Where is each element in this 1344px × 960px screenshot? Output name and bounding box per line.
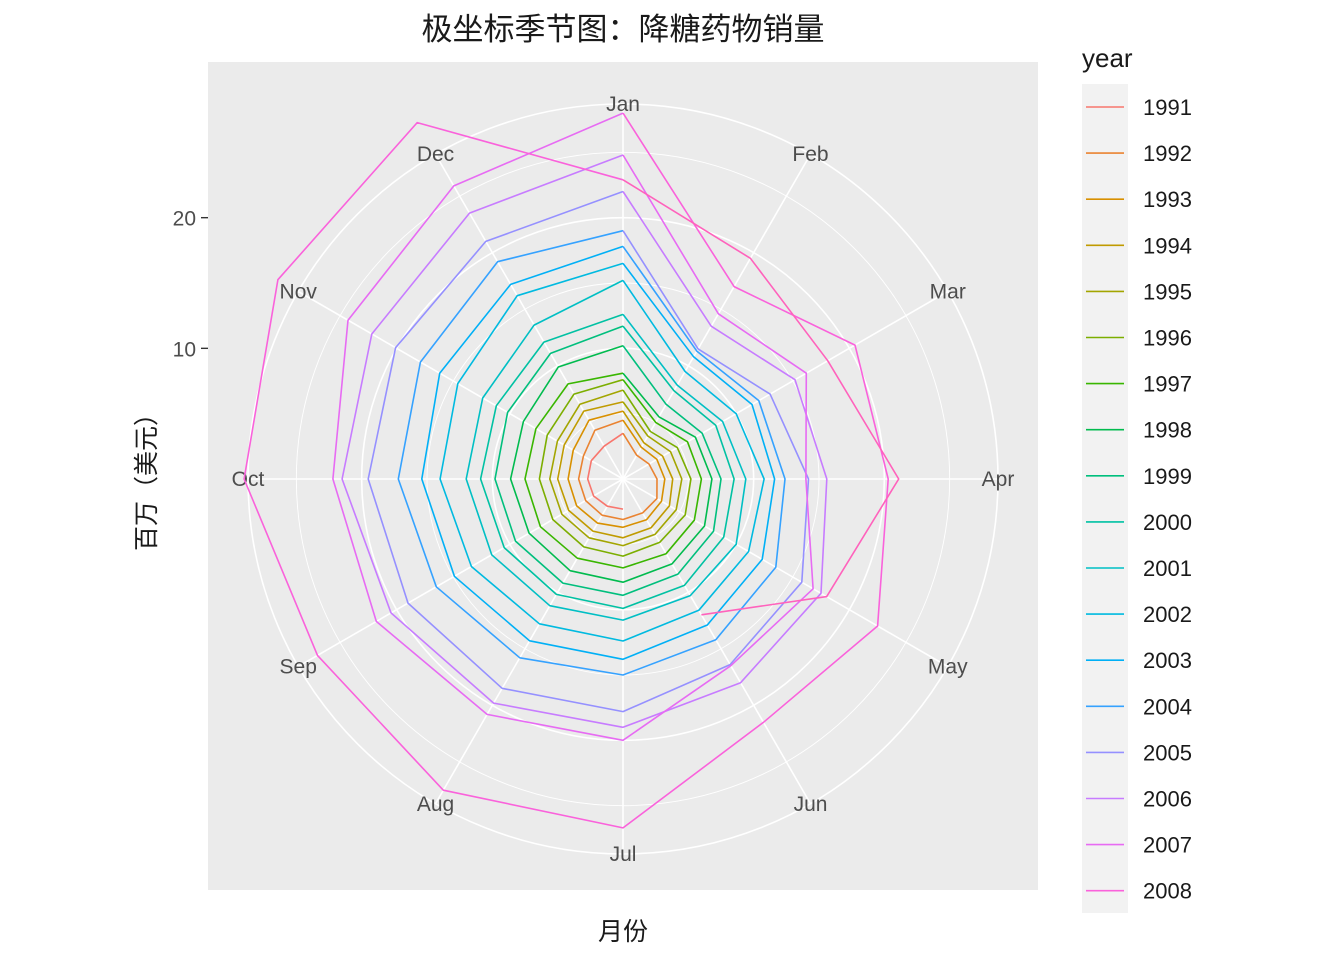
legend-label: 2002	[1143, 602, 1192, 627]
legend-label: 1994	[1143, 233, 1192, 258]
series-line-1992	[577, 419, 658, 521]
series-line-1998	[509, 344, 713, 583]
series-line-1997	[524, 372, 703, 569]
series-line-2002	[439, 262, 765, 642]
month-label: Jul	[610, 843, 637, 866]
series-line-2006	[341, 154, 828, 729]
series-line-2005	[367, 190, 810, 713]
legend-title: year	[1082, 43, 1133, 73]
series-line-2004	[397, 229, 786, 676]
grid-spoke	[622, 478, 812, 805]
legend-label: 2005	[1143, 740, 1192, 765]
month-label: Dec	[417, 143, 454, 166]
month-labels: Jan Feb Mar Apr May Jun Jul Aug Sep Oct Nov Dec	[232, 93, 1015, 866]
month-label: Feb	[792, 143, 828, 166]
radial-tick-label: 20	[173, 208, 196, 231]
series-line-1994	[556, 401, 674, 539]
month-label: Sep	[280, 656, 317, 679]
grid-spoke	[622, 478, 949, 668]
grid-spoke	[622, 153, 812, 480]
radial-axis: 10 20	[173, 208, 208, 361]
series-line-1995	[549, 389, 683, 547]
polar-grid	[247, 103, 999, 855]
month-label: Mar	[930, 281, 966, 304]
legend-label: 1995	[1143, 279, 1192, 304]
legend-label: 2000	[1143, 510, 1192, 535]
legend-label: 1993	[1143, 187, 1192, 212]
month-label: May	[928, 656, 968, 679]
legend: year 19911992199319941995199619971998199…	[1082, 43, 1192, 913]
radial-tick-label: 10	[173, 338, 196, 361]
chart-title: 极坐标季节图：降糖药物销量	[422, 12, 825, 48]
month-label: Nov	[280, 281, 318, 304]
series-line-2000	[479, 313, 735, 610]
legend-label: 2003	[1143, 648, 1192, 673]
legend-label: 1996	[1143, 326, 1192, 351]
series-line-1996	[538, 378, 692, 557]
legend-label: 2006	[1143, 787, 1192, 812]
legend-label: 1991	[1143, 95, 1192, 120]
month-label: Apr	[982, 468, 1015, 491]
series-line-2007	[332, 112, 814, 742]
x-axis-title: 月份	[598, 917, 648, 946]
month-label: Oct	[232, 468, 265, 491]
legend-entries: 1991 1992 1993 1994 1995 1996 1997 1998 1999 2000…	[1086, 95, 1192, 904]
series-line-2009	[622, 179, 900, 616]
legend-label: 1999	[1143, 464, 1192, 489]
legend-label: 2004	[1143, 694, 1192, 719]
grid-spoke	[434, 153, 624, 480]
legend-label: 2008	[1143, 879, 1192, 904]
grid-spoke	[297, 290, 624, 480]
series-line-1999	[494, 325, 722, 597]
legend-label: 1998	[1143, 418, 1192, 443]
series-lines	[243, 112, 900, 829]
month-label: Jan	[606, 93, 640, 116]
month-label: Jun	[794, 793, 828, 816]
series-line-2003	[421, 245, 776, 661]
legend-label: 2001	[1143, 556, 1192, 581]
series-line-1991	[586, 432, 624, 510]
series-line-2001	[465, 279, 747, 621]
month-label: Aug	[417, 793, 454, 816]
legend-label: 1997	[1143, 372, 1192, 397]
legend-key-background	[1082, 84, 1128, 913]
legend-label: 1992	[1143, 141, 1192, 166]
legend-label: 2007	[1143, 833, 1192, 858]
series-line-2008	[243, 112, 889, 829]
series-line-1993	[567, 410, 666, 529]
y-axis-title: 百万（美元）	[132, 401, 161, 551]
